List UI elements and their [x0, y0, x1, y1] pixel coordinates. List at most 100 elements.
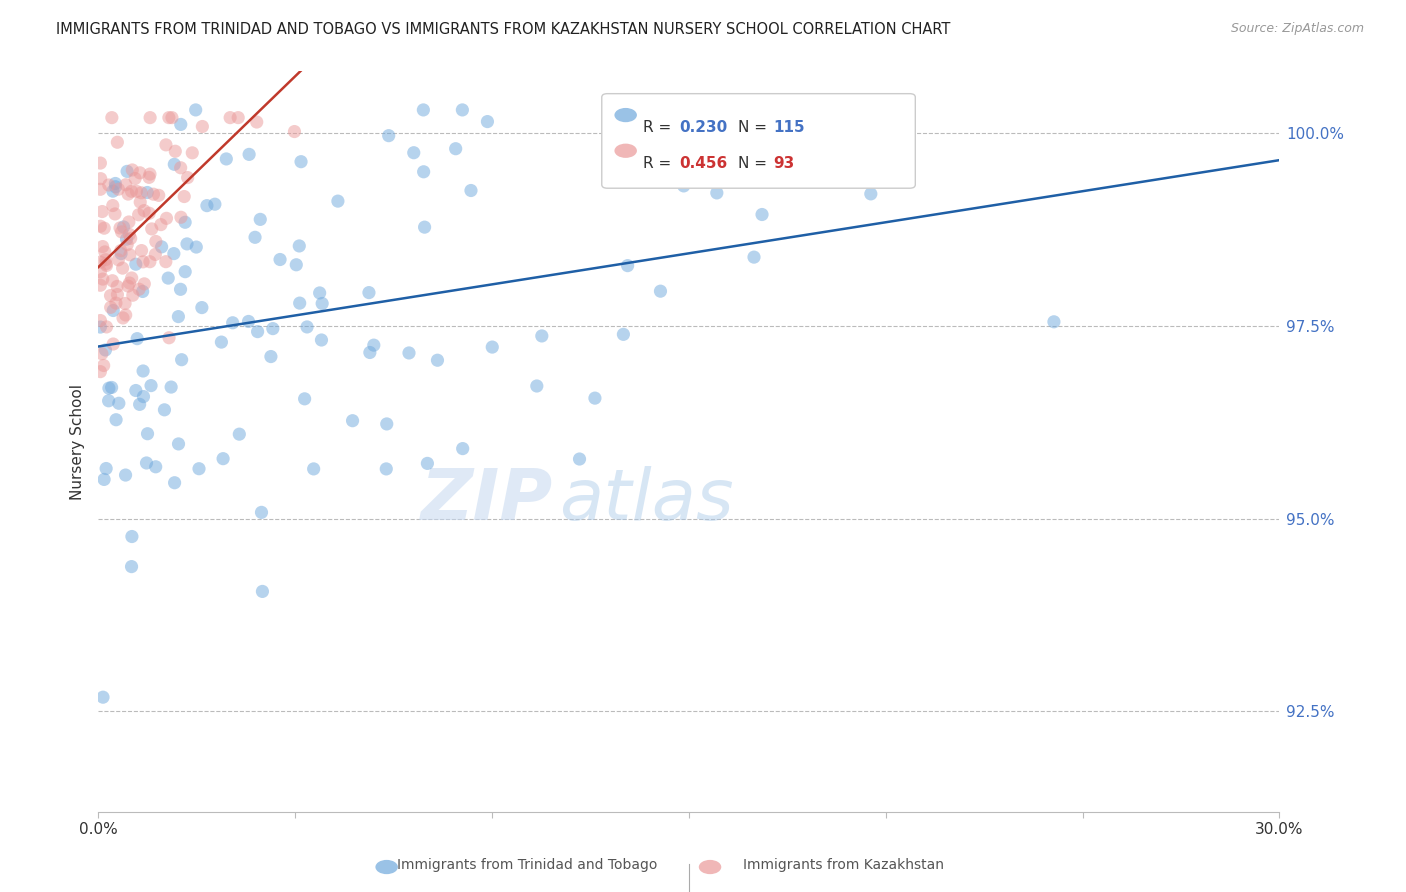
Point: [204, 197, 226, 211]
Point: [246, 325, 269, 339]
Point: [460, 184, 482, 198]
Point: [426, 353, 449, 368]
Point: [285, 258, 308, 272]
Point: [100, 288, 122, 302]
Point: [108, 396, 131, 410]
Point: [114, 308, 136, 322]
Point: [94, 252, 117, 267]
Point: [155, 211, 177, 226]
Circle shape: [614, 108, 637, 122]
Y-axis label: Nursery School: Nursery School: [69, 384, 84, 500]
Point: [477, 114, 499, 128]
Point: [228, 427, 250, 442]
Point: [831, 137, 853, 152]
Point: [125, 185, 148, 199]
Point: [96, 259, 118, 273]
Point: [104, 207, 127, 221]
Point: [97, 381, 120, 395]
Point: [186, 240, 208, 254]
Point: [163, 475, 186, 490]
Point: [94, 343, 117, 357]
Point: [269, 252, 291, 267]
Point: [125, 257, 148, 271]
Text: Immigrants from Kazakhstan: Immigrants from Kazakhstan: [744, 858, 943, 872]
Point: [195, 199, 218, 213]
Point: [105, 279, 128, 293]
Point: [402, 145, 425, 160]
Point: [132, 364, 155, 378]
Point: [706, 186, 728, 200]
Point: [103, 337, 125, 351]
Point: [114, 468, 136, 483]
Point: [169, 282, 191, 296]
Point: [153, 402, 176, 417]
Point: [308, 285, 330, 300]
Point: [412, 165, 434, 179]
Point: [121, 184, 143, 198]
Point: [115, 232, 138, 246]
Point: [121, 559, 143, 574]
Point: [170, 117, 193, 131]
Point: [89, 255, 111, 269]
Point: [107, 287, 129, 301]
Point: [173, 189, 195, 203]
Point: [118, 227, 141, 242]
Point: [117, 187, 139, 202]
Point: [138, 170, 160, 185]
Point: [143, 247, 166, 261]
Point: [530, 329, 553, 343]
Point: [118, 215, 141, 229]
Point: [155, 137, 177, 152]
Point: [91, 272, 114, 286]
Point: [121, 271, 143, 285]
Point: [377, 128, 399, 143]
Point: [89, 313, 111, 327]
Point: [302, 462, 325, 476]
Point: [131, 244, 153, 258]
Point: [250, 505, 273, 519]
Point: [93, 359, 115, 373]
Circle shape: [375, 860, 398, 874]
Text: ZIP: ZIP: [420, 467, 553, 535]
Text: Immigrants from Trinidad and Tobago: Immigrants from Trinidad and Tobago: [396, 858, 658, 872]
Point: [128, 208, 150, 222]
Point: [742, 250, 765, 264]
Point: [311, 296, 333, 310]
Point: [93, 472, 115, 486]
Point: [112, 219, 135, 234]
Point: [243, 230, 266, 244]
Point: [132, 255, 155, 269]
Point: [145, 235, 167, 249]
Point: [375, 462, 398, 476]
Point: [114, 296, 136, 310]
Point: [170, 352, 193, 367]
Text: 0.230: 0.230: [679, 120, 727, 136]
Point: [413, 220, 436, 235]
Point: [136, 426, 159, 441]
Point: [125, 384, 148, 398]
Point: [111, 261, 134, 276]
Point: [91, 204, 114, 219]
Point: [157, 271, 180, 285]
Point: [110, 246, 132, 260]
Circle shape: [614, 144, 637, 158]
Text: R =: R =: [643, 156, 676, 171]
Point: [359, 345, 381, 359]
Text: Source: ZipAtlas.com: Source: ZipAtlas.com: [1230, 22, 1364, 36]
Point: [288, 239, 311, 253]
Point: [134, 277, 156, 291]
Point: [252, 584, 274, 599]
Point: [163, 157, 186, 171]
Point: [94, 257, 117, 271]
Point: [108, 221, 131, 235]
Point: [120, 231, 142, 245]
Point: [101, 198, 124, 212]
Point: [191, 120, 214, 134]
Point: [481, 340, 503, 354]
Point: [138, 206, 160, 220]
Point: [167, 310, 190, 324]
Point: [89, 278, 111, 293]
Point: [104, 177, 127, 191]
Point: [139, 167, 162, 181]
Point: [90, 347, 112, 361]
